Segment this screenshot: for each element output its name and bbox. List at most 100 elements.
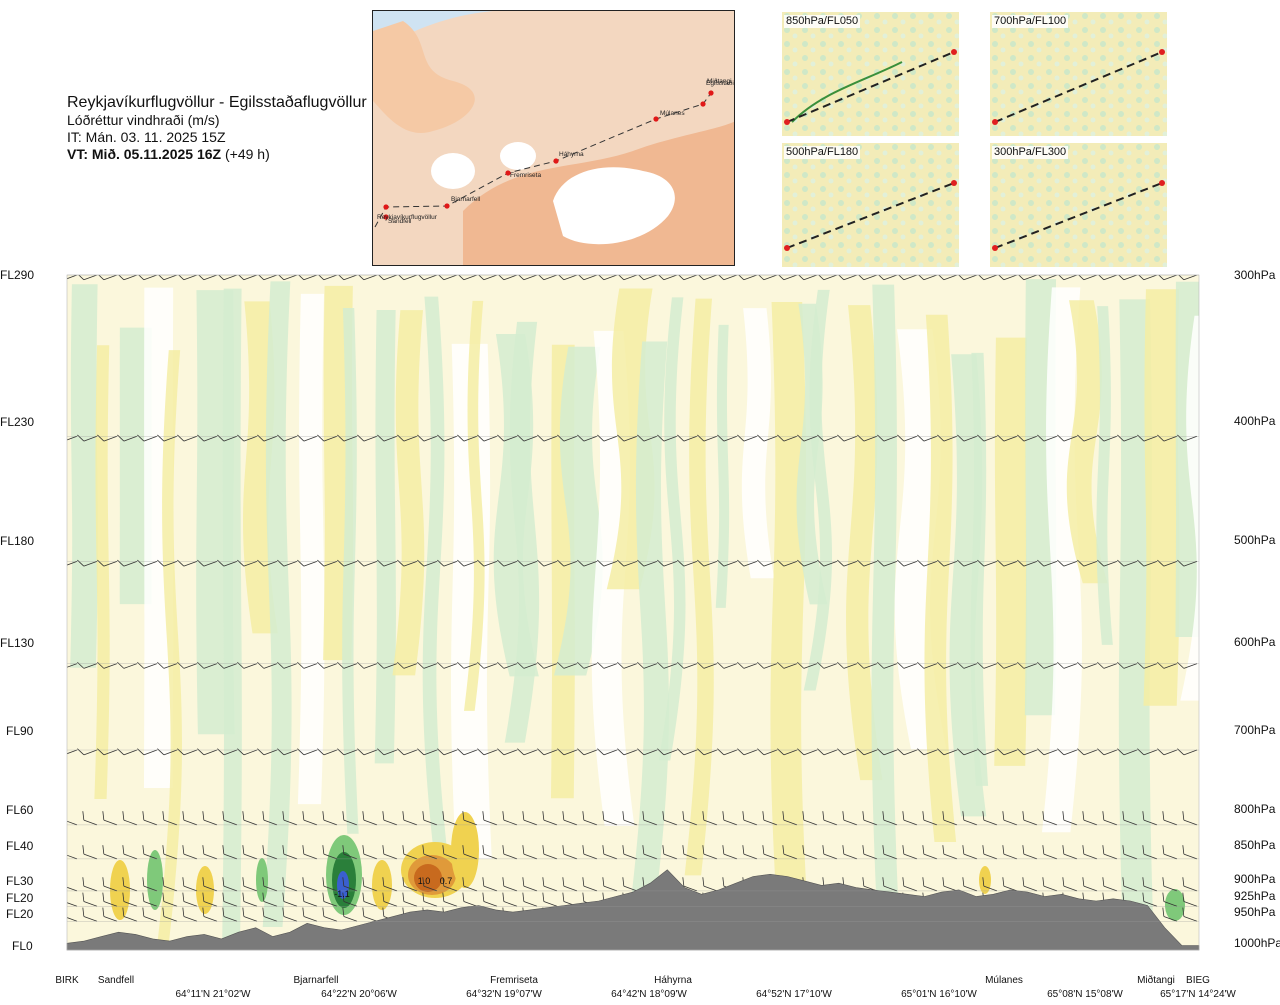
wind-barb (222, 845, 238, 860)
wind-barb (637, 559, 658, 567)
wind-barb (1097, 275, 1118, 281)
wind-barb (1177, 748, 1198, 756)
right-level-label: 900hPa (1234, 872, 1276, 886)
wind-barb (242, 877, 258, 892)
wind-barb (457, 661, 478, 669)
wind-barb (237, 748, 258, 756)
wind-barb (362, 892, 378, 907)
wind-barb (982, 877, 998, 892)
wind-barb (1042, 845, 1058, 860)
valid-time-date: VT: Mið. 05.11.2025 16Z (67, 146, 222, 162)
wind-barb (957, 748, 978, 756)
wind-barb (602, 845, 618, 860)
wind-barb (957, 559, 978, 567)
wind-barb (737, 275, 758, 281)
wind-barb (162, 811, 178, 826)
wind-barb (1022, 845, 1038, 860)
level-panel-850-label: 850hPa/FL050 (784, 15, 861, 28)
wind-barb (982, 845, 998, 860)
field-band (970, 352, 989, 786)
wind-barb (377, 661, 398, 669)
left-level-label: FL180 (0, 534, 35, 548)
wind-barb (377, 748, 398, 756)
wind-barb (597, 275, 618, 281)
wind-barb (362, 811, 378, 826)
wind-barb (617, 434, 638, 442)
wind-barb (777, 434, 798, 442)
wind-barb (817, 434, 838, 442)
wind-barb (737, 661, 758, 669)
wind-barb (537, 559, 558, 567)
wind-barb (622, 811, 638, 826)
wind-barb (1022, 877, 1038, 892)
wind-barb (422, 892, 438, 907)
wind-barb (422, 845, 438, 860)
wind-barb (282, 845, 298, 860)
wind-barb (1017, 434, 1038, 442)
field-band (924, 314, 957, 843)
wind-barb (162, 845, 178, 860)
waypoint-label: Sandfell (97, 975, 135, 986)
wind-barb (542, 845, 558, 860)
wind-barb (1042, 811, 1058, 826)
wind-barb (397, 661, 418, 669)
field-band (994, 337, 1028, 766)
wind-barb (182, 877, 198, 892)
wind-barb (302, 845, 318, 860)
wind-barb (522, 892, 538, 907)
waypoint-label: BIEG (1186, 975, 1210, 986)
wind-barb (457, 434, 478, 442)
wind-barb (677, 275, 698, 281)
wind-barb (937, 559, 958, 567)
wind-barb (677, 748, 698, 756)
wind-barb (502, 811, 518, 826)
wind-barb (257, 434, 278, 442)
route-waypoint (444, 203, 450, 209)
wind-barb (67, 663, 78, 669)
wind-barb (102, 907, 118, 922)
field-cell (196, 866, 214, 914)
wind-barb (742, 845, 758, 860)
wind-barb (637, 434, 658, 442)
field-band (741, 308, 775, 579)
field-annotation: 1.0 (418, 876, 431, 886)
wind-barb (1137, 661, 1158, 669)
wind-barb (877, 275, 898, 281)
wind-barb (602, 811, 618, 826)
wind-barb (1102, 811, 1118, 826)
wind-barb (662, 845, 678, 860)
route-waypoint-label: Háhyrna (559, 151, 584, 158)
wind-barb (122, 907, 138, 922)
wind-barb (182, 811, 198, 826)
wind-barb (837, 434, 858, 442)
wind-barb (617, 748, 638, 756)
wind-barb (177, 559, 198, 567)
wind-barb (67, 853, 78, 860)
wind-barb (377, 434, 398, 442)
coordinate-label: 65°08'N 15°08'W (1047, 989, 1123, 1000)
field-band (846, 305, 883, 781)
wind-barb (222, 877, 238, 892)
wind-barb (1022, 811, 1038, 826)
coordinate-label: 65°01'N 16°10'W (901, 989, 977, 1000)
wind-barb (997, 434, 1018, 442)
wind-barb (817, 661, 838, 669)
glacier-langjokull (431, 153, 475, 189)
wind-barb (1137, 275, 1158, 281)
wind-barb (1182, 845, 1198, 860)
wind-barb (322, 811, 338, 826)
issue-time: IT: Mán. 03. 11. 2025 15Z (67, 129, 226, 145)
wind-barb (837, 275, 858, 281)
field-cell (110, 860, 130, 920)
wind-barb (1037, 559, 1058, 567)
wind-barb (762, 811, 778, 826)
wind-barb (917, 434, 938, 442)
left-level-label: FL60 (6, 803, 34, 817)
wind-barb (302, 811, 318, 826)
field-band (1096, 306, 1113, 645)
wind-barb (182, 845, 198, 860)
wind-barb (1082, 811, 1098, 826)
right-level-label: 400hPa (1234, 414, 1276, 428)
wind-barb (902, 845, 918, 860)
wind-barb (517, 275, 538, 281)
